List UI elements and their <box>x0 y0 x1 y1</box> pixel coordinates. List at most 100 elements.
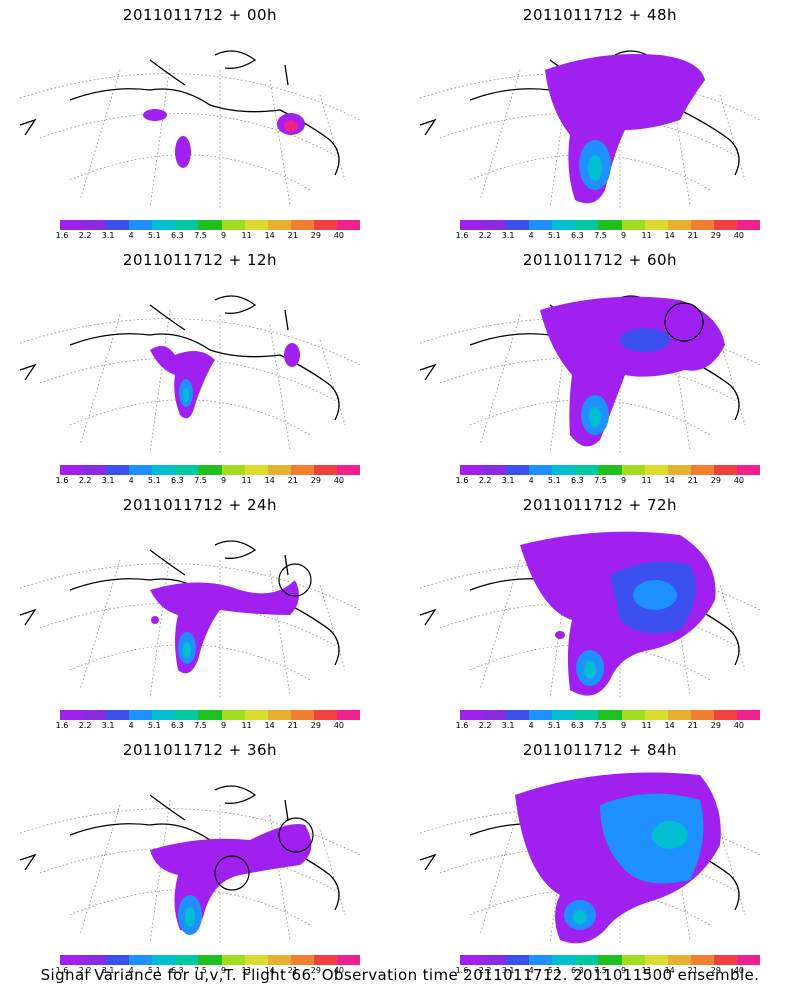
colorbar-tick-label: 9 <box>620 231 627 240</box>
colorbar-swatch <box>483 955 507 965</box>
panel-title: 2011011712 + 84h <box>522 741 678 759</box>
colorbar-swatch <box>313 955 338 965</box>
colorbar-tick-label: 2.2 <box>78 966 92 975</box>
signal-variance-field <box>540 296 725 447</box>
colorbar-swatch <box>552 955 576 965</box>
signal-variance-field <box>515 772 721 944</box>
figure-caption: Signal Variance for u,v,T. Flight 66. Ob… <box>40 966 760 984</box>
forecast-panel-24h: 2011011712 + 24h 1.6 2.2 3.1 4 5.1 6.3 7.5 9 11 1… <box>0 490 400 735</box>
colorbar-swatch <box>713 465 738 475</box>
colorbar-swatch <box>621 955 646 965</box>
forecast-panel-36h: 2011011712 + 36h 1.6 2.2 3.1 4 5.1 6.3 7.5 9 11 1… <box>0 735 400 980</box>
colorbar-swatch <box>506 220 530 230</box>
colorbar-swatch <box>575 955 599 965</box>
colorbar-swatch <box>575 710 599 720</box>
colorbar-tick-label: 29 <box>710 476 721 485</box>
colorbar-swatch <box>83 465 107 475</box>
colorbar-swatch <box>106 710 130 720</box>
map-00h <box>19 50 361 210</box>
colorbar-tick-label: 29 <box>710 966 721 975</box>
forecast-panel-72h: 2011011712 + 72h 1.6 2.2 3.1 4 5.1 6.3 7.5 9 11 1… <box>400 490 800 735</box>
colorbar-swatch <box>667 465 692 475</box>
colorbar-swatch <box>313 220 338 230</box>
colorbar-tick-label: 9 <box>220 231 227 240</box>
colorbar-tick-label: 11 <box>641 476 652 485</box>
colorbar-tick-label: 29 <box>310 721 321 730</box>
map-12h <box>19 295 361 455</box>
colorbar-tick-label: 7.5 <box>594 966 607 975</box>
colorbar-swatch <box>336 955 361 965</box>
panel-title: 2011011712 + 36h <box>122 741 278 759</box>
colorbar-tick-label: 6.3 <box>171 721 184 730</box>
colorbar-tick-label: 2.2 <box>78 476 92 485</box>
colorbar-tick-label: 5.1 <box>547 966 561 975</box>
colorbar-swatch <box>598 465 623 475</box>
colorbar: 1.6 2.2 3.1 4 5.1 6.3 7.5 9 11 14 21 29 40 <box>56 710 361 730</box>
panel-title: 2011011712 + 00h <box>122 6 278 24</box>
colorbar: 1.6 2.2 3.1 4 5.1 6.3 7.5 9 11 14 21 29 40 <box>56 220 361 240</box>
colorbar-tick-label: 2.2 <box>478 231 492 240</box>
colorbar-swatch <box>506 710 530 720</box>
colorbar-tick-label: 14 <box>264 966 275 975</box>
colorbar-tick-label: 5.1 <box>147 966 161 975</box>
colorbar-swatch <box>529 465 553 475</box>
colorbar-tick-label: 4 <box>528 476 534 485</box>
colorbar-swatch <box>267 955 292 965</box>
colorbar-swatch <box>713 955 738 965</box>
colorbar-swatch <box>506 955 530 965</box>
colorbar-swatch <box>552 465 576 475</box>
colorbar-swatch <box>267 220 292 230</box>
colorbar-swatch <box>129 220 153 230</box>
colorbar-swatch <box>129 955 153 965</box>
forecast-panel-60h: 2011011712 + 60h 1.6 2.2 3.1 4 5.1 6.3 7.5 9 11 1… <box>400 245 800 490</box>
colorbar-tick-label: 1.6 <box>455 231 469 240</box>
colorbar-swatch <box>506 465 530 475</box>
colorbar-tick-label: 2.2 <box>78 721 92 730</box>
colorbar-tick-label: 21 <box>287 721 298 730</box>
colorbar-tick-label: 14 <box>664 721 675 730</box>
colorbar-swatch <box>267 465 292 475</box>
map-60h <box>419 295 761 455</box>
colorbar: 1.6 2.2 3.1 4 5.1 6.3 7.5 9 11 14 21 29 40 <box>56 955 361 975</box>
colorbar-tick-label: 6.3 <box>171 231 184 240</box>
colorbar-swatch <box>690 710 715 720</box>
colorbar-tick-label: 21 <box>687 966 698 975</box>
colorbar-tick-label: 1.6 <box>55 966 69 975</box>
colorbar-swatch <box>529 710 553 720</box>
colorbar-tick-label: 4 <box>528 966 534 975</box>
colorbar-swatch <box>529 220 553 230</box>
colorbar-tick-label: 14 <box>264 231 275 240</box>
colorbar-swatch <box>460 465 484 475</box>
colorbar-swatch <box>690 465 715 475</box>
colorbar-tick-label: 14 <box>664 966 675 975</box>
colorbar-tick-label: 40 <box>333 476 345 485</box>
coastline <box>19 50 340 176</box>
colorbar: 1.6 2.2 3.1 4 5.1 6.3 7.5 9 11 14 21 29 40 <box>56 465 361 485</box>
colorbar-tick-label: 3.1 <box>501 966 515 975</box>
colorbar-tick-label: 40 <box>733 231 745 240</box>
colorbar-tick-label: 14 <box>664 476 675 485</box>
signal-variance-field <box>520 531 716 696</box>
colorbar-swatch <box>198 955 223 965</box>
colorbar-tick-label: 5.1 <box>547 231 561 240</box>
colorbar-tick-label: 3.1 <box>501 476 515 485</box>
colorbar-tick-label: 2.2 <box>478 721 492 730</box>
colorbar-tick-label: 3.1 <box>101 721 115 730</box>
colorbar-tick-label: 29 <box>710 231 721 240</box>
colorbar-tick-label: 40 <box>733 476 745 485</box>
colorbar-swatch <box>244 220 269 230</box>
colorbar-swatch <box>221 220 246 230</box>
colorbar-swatch <box>667 955 692 965</box>
colorbar-tick-label: 11 <box>641 966 652 975</box>
colorbar: 1.6 2.2 3.1 4 5.1 6.3 7.5 9 11 14 21 29 40 <box>456 220 761 240</box>
colorbar-tick-label: 14 <box>264 476 275 485</box>
colorbar-swatch <box>83 710 107 720</box>
colorbar-tick-label: 6.3 <box>571 721 584 730</box>
colorbar-swatch <box>690 955 715 965</box>
colorbar-swatch <box>106 465 130 475</box>
colorbar-swatch <box>60 955 84 965</box>
colorbar-swatch <box>336 465 361 475</box>
colorbar-swatch <box>460 220 484 230</box>
colorbar-tick-label: 3.1 <box>501 721 515 730</box>
colorbar-tick-label: 9 <box>220 721 227 730</box>
